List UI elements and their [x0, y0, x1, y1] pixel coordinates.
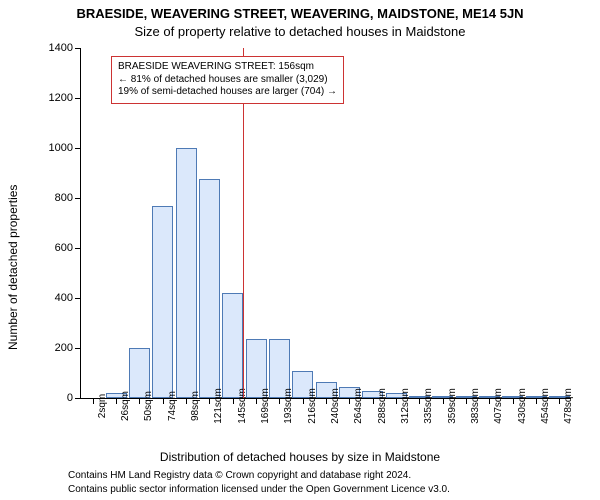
y-tick-label: 200 — [55, 342, 73, 354]
x-tick — [256, 398, 257, 404]
histogram-bar — [222, 293, 243, 398]
y-tick — [75, 298, 81, 299]
x-tick — [443, 398, 444, 404]
x-tick — [93, 398, 94, 404]
x-tick — [139, 398, 140, 404]
x-tick-label: 383sqm — [470, 388, 481, 424]
x-tick — [559, 398, 560, 404]
x-tick-label: 407sqm — [493, 388, 504, 424]
x-tick-label: 312sqm — [400, 388, 411, 424]
x-tick — [536, 398, 537, 404]
x-tick — [186, 398, 187, 404]
x-tick — [373, 398, 374, 404]
chart-plot-area: 02004006008001000120014002sqm26sqm50sqm7… — [80, 48, 571, 399]
y-tick — [75, 198, 81, 199]
x-tick-label: 454sqm — [540, 388, 551, 424]
x-tick-label: 430sqm — [517, 388, 528, 424]
y-axis-label: Number of detached properties — [6, 85, 20, 250]
y-tick-label: 1200 — [49, 92, 73, 104]
x-tick-label: 335sqm — [423, 388, 434, 424]
histogram-bar — [199, 179, 220, 398]
y-tick — [75, 398, 81, 399]
x-tick — [466, 398, 467, 404]
annotation-box: BRAESIDE WEAVERING STREET: 156sqm← 81% o… — [111, 56, 344, 104]
x-tick — [233, 398, 234, 404]
annotation-line-2: ← 81% of detached houses are smaller (3,… — [118, 74, 337, 87]
x-tick — [163, 398, 164, 404]
x-tick — [489, 398, 490, 404]
x-tick — [279, 398, 280, 404]
x-tick — [209, 398, 210, 404]
y-tick — [75, 98, 81, 99]
subtitle: Size of property relative to detached ho… — [0, 24, 600, 39]
y-tick — [75, 148, 81, 149]
x-axis-label: Distribution of detached houses by size … — [0, 450, 600, 464]
y-tick-label: 1000 — [49, 142, 73, 154]
annotation-line-1: BRAESIDE WEAVERING STREET: 156sqm — [118, 61, 337, 74]
histogram-bar — [176, 148, 197, 398]
x-tick — [349, 398, 350, 404]
y-tick-label: 600 — [55, 242, 73, 254]
annotation-line-3: 19% of semi-detached houses are larger (… — [118, 86, 337, 99]
x-tick — [513, 398, 514, 404]
x-tick-label: 359sqm — [447, 388, 458, 424]
y-tick — [75, 48, 81, 49]
x-tick — [419, 398, 420, 404]
x-tick — [396, 398, 397, 404]
x-tick — [116, 398, 117, 404]
x-tick — [326, 398, 327, 404]
x-tick — [303, 398, 304, 404]
y-tick-label: 1400 — [49, 42, 73, 54]
y-tick — [75, 348, 81, 349]
page-title: BRAESIDE, WEAVERING STREET, WEAVERING, M… — [0, 6, 600, 21]
y-tick-label: 800 — [55, 192, 73, 204]
x-tick-label: 478sqm — [563, 388, 574, 424]
y-tick-label: 400 — [55, 292, 73, 304]
y-tick-label: 0 — [67, 392, 73, 404]
y-tick — [75, 248, 81, 249]
footer-line-1: Contains HM Land Registry data © Crown c… — [68, 470, 411, 481]
histogram-bar — [152, 206, 173, 399]
footer-line-2: Contains public sector information licen… — [68, 484, 450, 495]
